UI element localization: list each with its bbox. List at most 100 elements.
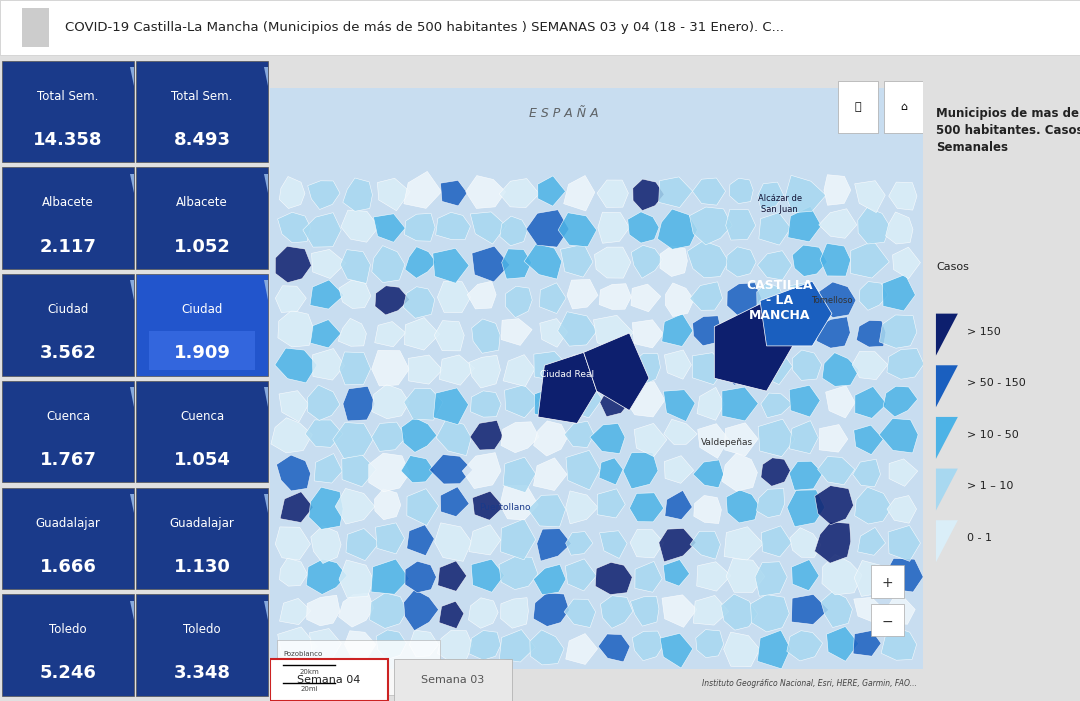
Polygon shape	[726, 210, 756, 240]
Text: 3.348: 3.348	[174, 665, 230, 683]
Text: Puertollano: Puertollano	[480, 503, 531, 512]
Text: 🔍: 🔍	[854, 102, 862, 112]
Polygon shape	[469, 525, 501, 555]
Polygon shape	[280, 558, 308, 586]
Polygon shape	[436, 420, 471, 456]
Polygon shape	[662, 314, 693, 346]
Text: COVID-19 Castilla-La Mancha (Municipios de más de 500 habitantes ) SEMANAS 03 y : COVID-19 Castilla-La Mancha (Municipios …	[65, 21, 784, 34]
Polygon shape	[714, 301, 793, 391]
Polygon shape	[597, 489, 625, 518]
Polygon shape	[595, 562, 632, 594]
Text: CASTILLA
- LA
MANCHA: CASTILLA - LA MANCHA	[746, 279, 813, 322]
Polygon shape	[500, 216, 528, 246]
Polygon shape	[558, 212, 597, 247]
Polygon shape	[264, 280, 268, 300]
Polygon shape	[306, 420, 343, 447]
Polygon shape	[311, 250, 346, 278]
Polygon shape	[662, 595, 697, 627]
Polygon shape	[339, 280, 370, 308]
Polygon shape	[441, 180, 468, 206]
Polygon shape	[887, 496, 917, 523]
FancyBboxPatch shape	[2, 274, 134, 376]
Text: 1.666: 1.666	[40, 558, 96, 576]
Polygon shape	[335, 489, 375, 524]
Polygon shape	[693, 460, 724, 488]
Polygon shape	[690, 531, 720, 559]
Polygon shape	[472, 491, 503, 520]
Text: Ciudad: Ciudad	[48, 303, 89, 316]
Polygon shape	[756, 489, 784, 517]
Polygon shape	[825, 386, 855, 418]
Polygon shape	[372, 350, 409, 386]
Text: ⌂: ⌂	[901, 102, 907, 112]
Polygon shape	[590, 423, 625, 454]
Text: Pozoblanco: Pozoblanco	[283, 651, 322, 657]
Polygon shape	[687, 240, 729, 278]
Polygon shape	[309, 629, 341, 662]
Polygon shape	[758, 182, 784, 210]
Polygon shape	[471, 559, 504, 592]
Polygon shape	[881, 627, 917, 660]
Text: 3.562: 3.562	[40, 344, 96, 362]
Polygon shape	[727, 283, 761, 316]
Polygon shape	[859, 282, 888, 311]
Text: > 150: > 150	[968, 327, 1001, 336]
Polygon shape	[879, 315, 917, 348]
Polygon shape	[341, 454, 376, 486]
Polygon shape	[501, 319, 532, 346]
Polygon shape	[760, 458, 791, 486]
Polygon shape	[528, 495, 566, 527]
Polygon shape	[435, 212, 471, 240]
Polygon shape	[369, 593, 407, 629]
Polygon shape	[500, 598, 528, 628]
Polygon shape	[275, 527, 310, 560]
Polygon shape	[274, 348, 318, 383]
Polygon shape	[625, 381, 665, 417]
Polygon shape	[500, 486, 538, 520]
Polygon shape	[564, 175, 595, 211]
Polygon shape	[826, 627, 859, 661]
Polygon shape	[598, 212, 630, 243]
Polygon shape	[635, 562, 662, 592]
Polygon shape	[275, 246, 311, 283]
Polygon shape	[264, 601, 268, 620]
Polygon shape	[557, 312, 597, 346]
Polygon shape	[723, 453, 757, 491]
Bar	[270, 659, 388, 701]
Text: Ciudad: Ciudad	[181, 303, 222, 316]
Polygon shape	[566, 531, 593, 555]
Polygon shape	[665, 491, 692, 519]
Polygon shape	[339, 352, 370, 385]
Polygon shape	[663, 559, 689, 586]
Polygon shape	[307, 559, 347, 594]
Polygon shape	[407, 525, 434, 556]
Polygon shape	[308, 181, 340, 210]
Polygon shape	[264, 387, 268, 407]
Polygon shape	[632, 631, 664, 660]
Text: Toledo: Toledo	[184, 623, 220, 637]
Polygon shape	[664, 350, 691, 379]
Polygon shape	[660, 246, 687, 276]
Polygon shape	[264, 67, 268, 86]
Polygon shape	[405, 247, 436, 278]
Polygon shape	[599, 458, 623, 485]
Polygon shape	[280, 599, 311, 625]
Polygon shape	[854, 487, 892, 524]
Polygon shape	[469, 598, 498, 628]
Polygon shape	[889, 459, 918, 486]
Polygon shape	[377, 178, 410, 211]
Polygon shape	[936, 468, 958, 510]
Text: Albacete: Albacete	[176, 196, 228, 210]
Polygon shape	[499, 179, 539, 207]
Polygon shape	[564, 421, 594, 447]
Polygon shape	[404, 590, 438, 631]
Polygon shape	[310, 280, 345, 309]
Text: 1.767: 1.767	[40, 451, 96, 469]
Polygon shape	[697, 562, 731, 591]
Polygon shape	[500, 519, 536, 560]
Polygon shape	[883, 559, 923, 592]
Polygon shape	[793, 314, 820, 346]
Polygon shape	[814, 486, 853, 525]
Polygon shape	[892, 247, 920, 279]
Polygon shape	[535, 387, 564, 419]
